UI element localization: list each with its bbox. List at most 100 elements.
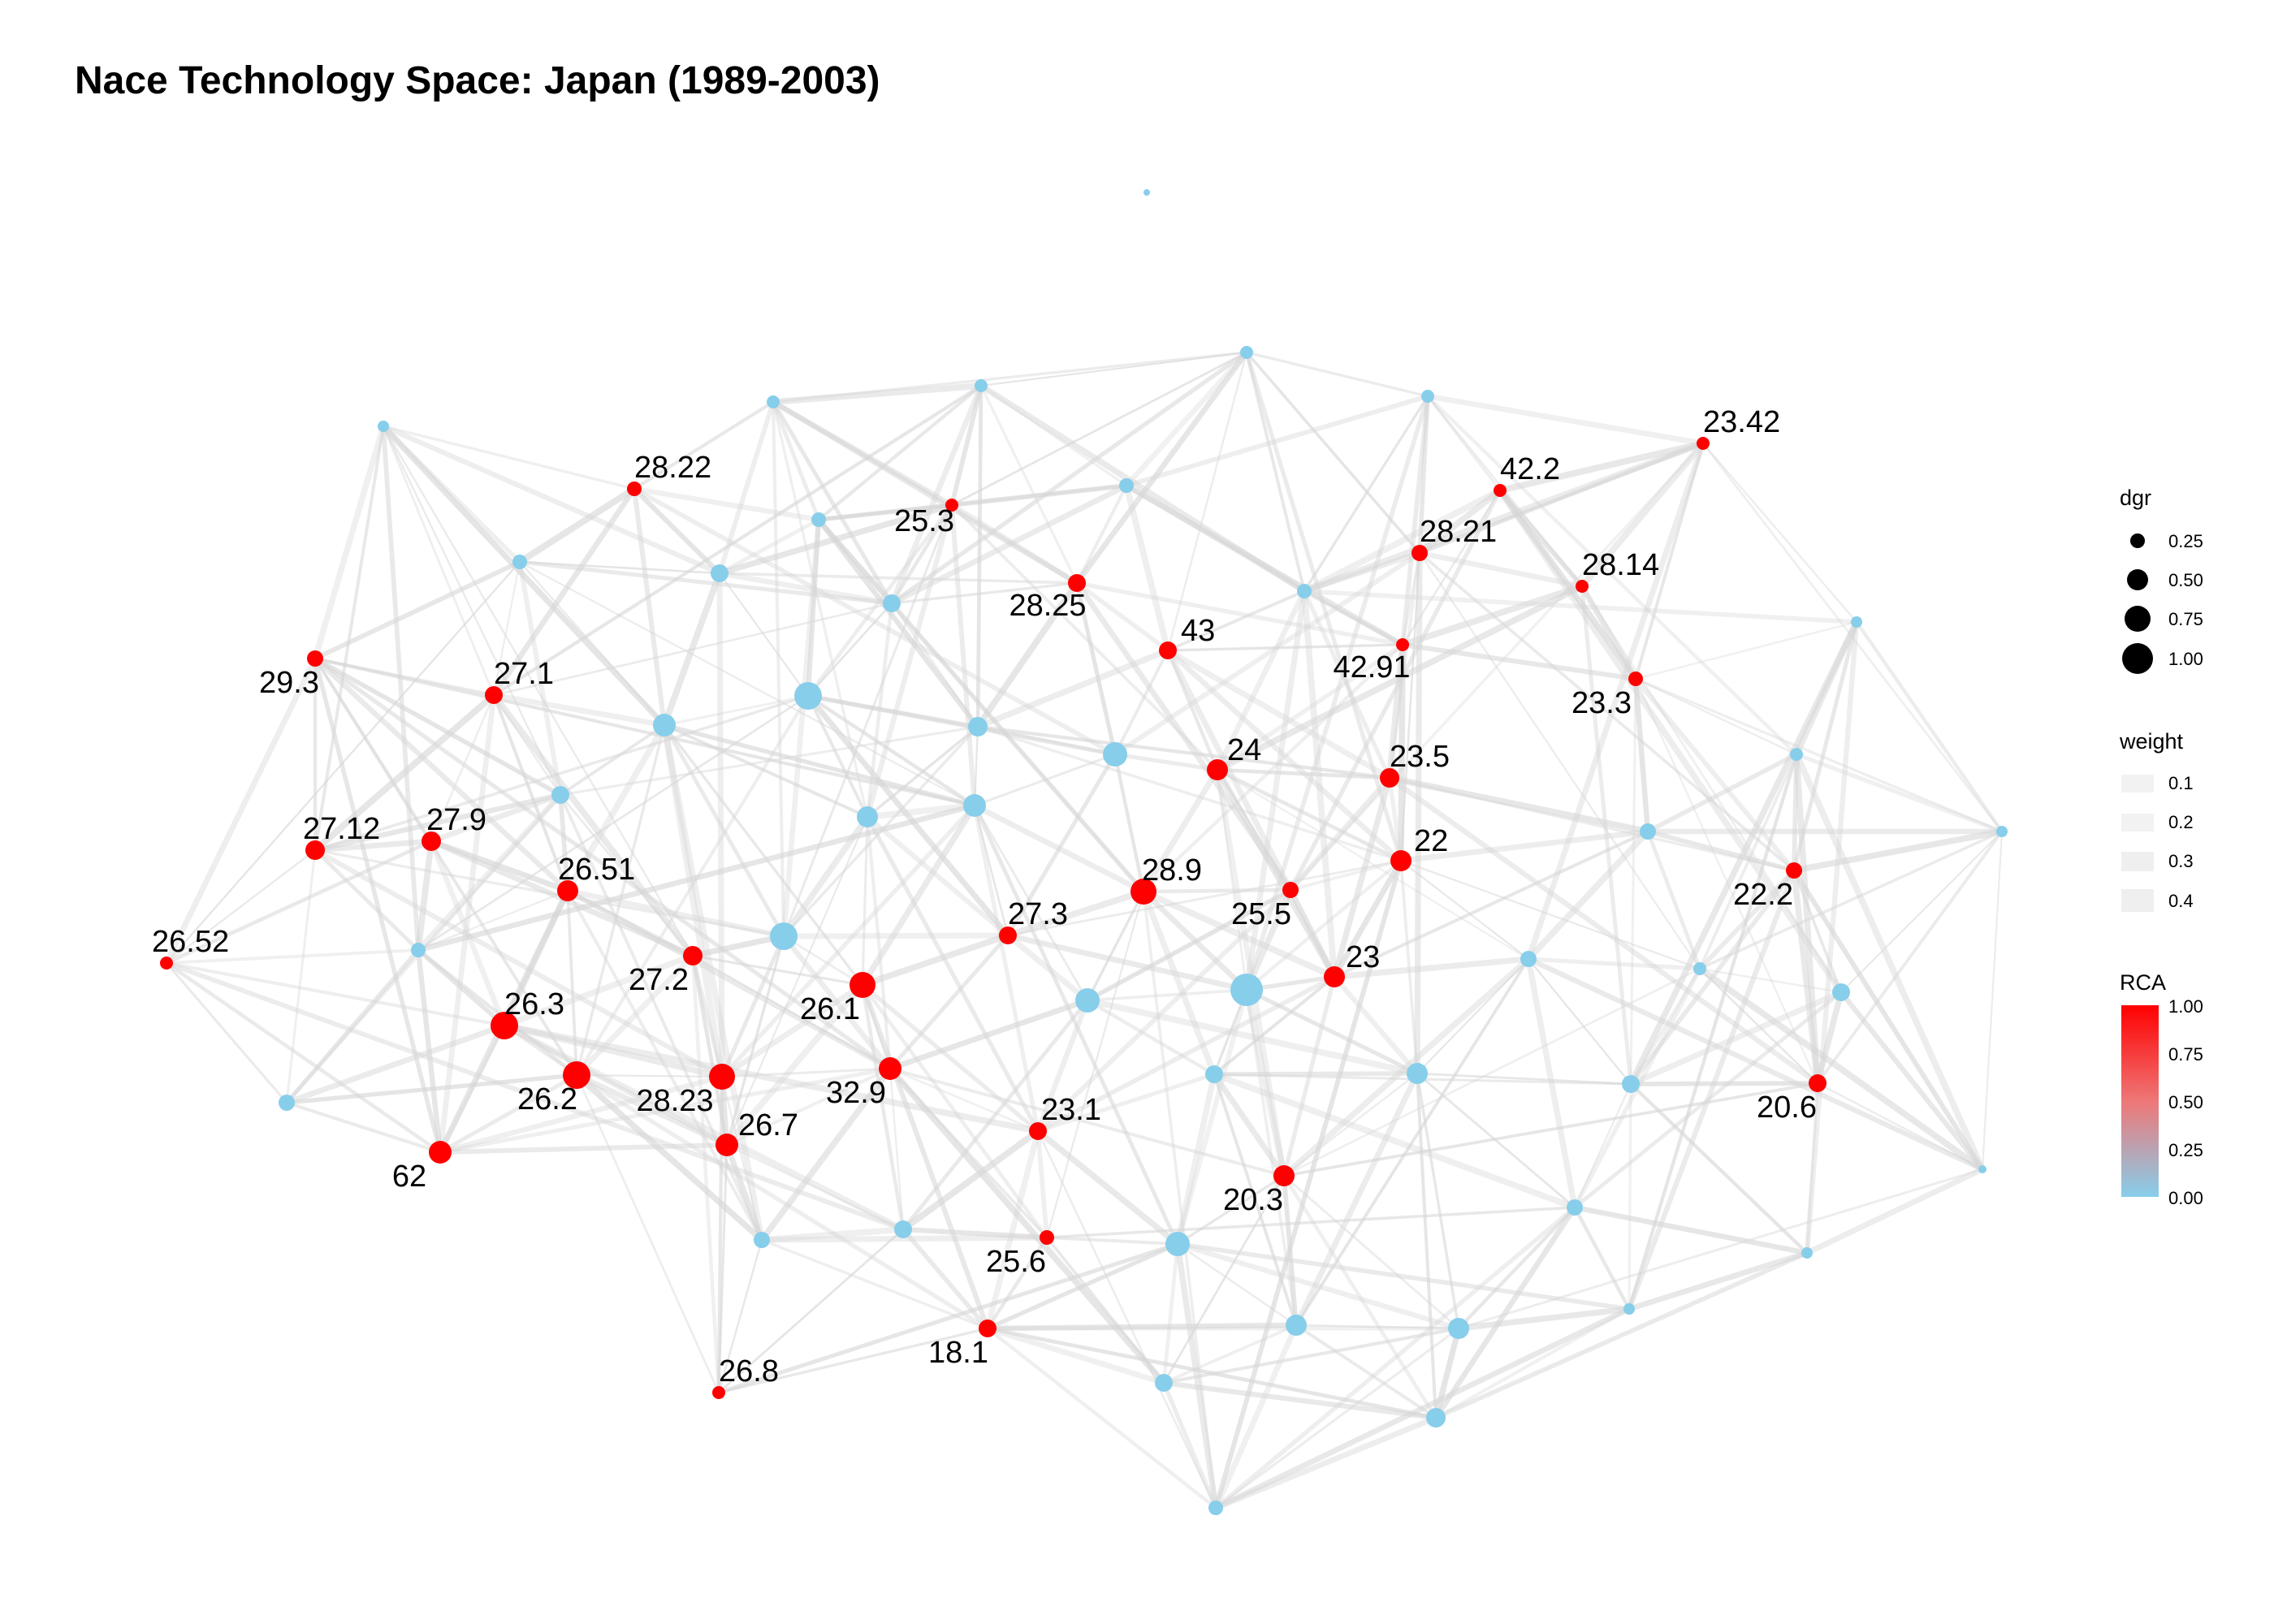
edge: [1035, 888, 1293, 1134]
edge: [164, 961, 507, 1028]
edge: [815, 516, 981, 730]
legend-rca-label-1: 1.00: [2168, 996, 2203, 1017]
node-blue: [1165, 1232, 1190, 1256]
legend-weight-label-2: 0.2: [2168, 812, 2194, 832]
edge: [860, 983, 1040, 1134]
node-label: 28.25: [1009, 589, 1086, 623]
edge: [313, 656, 563, 797]
edge: [1282, 1082, 1819, 1177]
edge: [1455, 1306, 1632, 1332]
node-blue: [378, 421, 389, 432]
edge: [889, 503, 954, 606]
legend-weight-label-4: 0.4: [2168, 891, 2194, 911]
node-blue: [1208, 1501, 1223, 1515]
legend-rca-label-5: 0.00: [2168, 1188, 2203, 1208]
edge: [1282, 1174, 1460, 1330]
edge: [860, 983, 906, 1232]
node-red: [1396, 638, 1409, 651]
edge: [164, 839, 434, 965]
edge: [1174, 1241, 1219, 1511]
edge: [887, 997, 1091, 1072]
node-blue: [968, 717, 988, 736]
edge: [1525, 828, 1651, 962]
node-label: 42.91: [1333, 650, 1410, 685]
node-red: [557, 880, 578, 901]
node-label: 26.52: [152, 925, 229, 959]
node-blue: [794, 682, 822, 710]
edge: [1416, 1072, 1632, 1086]
edge: [1525, 956, 1986, 1173]
edge: [1433, 1325, 1462, 1421]
edge: [725, 815, 869, 1147]
edge: [1399, 859, 1701, 970]
edge: [164, 961, 443, 1155]
edge: [1245, 351, 1306, 593]
node-blue: [811, 512, 826, 527]
node-blue: [767, 395, 780, 408]
edge: [564, 888, 893, 1072]
edge: [1386, 775, 1651, 835]
edge: [1215, 642, 1405, 772]
legend-dgr-label-4: 1.00: [2168, 649, 2203, 669]
edge: [984, 1322, 1299, 1332]
edge: [1213, 1322, 1299, 1511]
legend-rca-title: RCA: [2120, 970, 2166, 995]
edge: [1035, 1072, 1217, 1134]
node-red: [491, 1012, 518, 1039]
node-red: [307, 650, 323, 667]
edge: [416, 948, 579, 1078]
edge: [1418, 551, 1796, 872]
node-label: 25.3: [894, 504, 954, 538]
edge: [979, 351, 1248, 387]
node-label: 62: [392, 1160, 426, 1194]
edge: [806, 693, 977, 808]
edge: [725, 1143, 905, 1231]
edge: [888, 1067, 1286, 1177]
node-blue: [1801, 1247, 1813, 1259]
edge: [888, 933, 1010, 1071]
edge: [573, 1072, 765, 1243]
legend-weight: weight 0.1 0.2 0.3 0.4: [2119, 729, 2194, 912]
edge: [1045, 1236, 1179, 1246]
node-red: [1282, 882, 1299, 898]
edge: [313, 656, 893, 1071]
edge: [1981, 830, 2004, 1171]
edge: [518, 560, 976, 807]
edge: [1416, 550, 1585, 590]
edge: [438, 1066, 893, 1155]
edge: [662, 723, 977, 808]
legend-rca-label-2: 0.75: [2168, 1044, 2203, 1065]
edge: [313, 425, 385, 852]
edge: [950, 351, 1248, 507]
edge: [163, 655, 318, 966]
node-blue: [1996, 826, 2008, 837]
edge: [1113, 649, 1169, 756]
edge: [866, 725, 979, 818]
legend-dgr-dot-4: [2122, 643, 2153, 674]
edge: [1124, 394, 1430, 488]
legend-weight-title: weight: [2119, 729, 2184, 754]
edge: [1571, 1204, 1810, 1256]
edge: [1433, 1250, 1809, 1420]
edge: [1215, 767, 1392, 780]
edge: [1629, 967, 1701, 1086]
edge: [313, 559, 522, 661]
edge: [501, 952, 696, 1029]
legend-rca-label-3: 0.50: [2168, 1092, 2203, 1112]
node-red: [879, 1057, 901, 1080]
node-blue: [1143, 189, 1150, 196]
legend-weight-key-2: [2121, 814, 2154, 831]
edge: [805, 693, 1011, 939]
edge: [985, 1326, 1438, 1420]
edge: [1214, 767, 1287, 1179]
node-layer: [160, 189, 2008, 1515]
edge: [1399, 859, 1530, 961]
node-red: [422, 831, 441, 851]
edge: [417, 889, 569, 952]
edge: [663, 723, 864, 987]
edge: [1216, 768, 1530, 961]
edge: [566, 889, 763, 1242]
node-label: 26.2: [517, 1082, 577, 1116]
edge: [312, 792, 564, 853]
edge: [284, 1100, 443, 1155]
